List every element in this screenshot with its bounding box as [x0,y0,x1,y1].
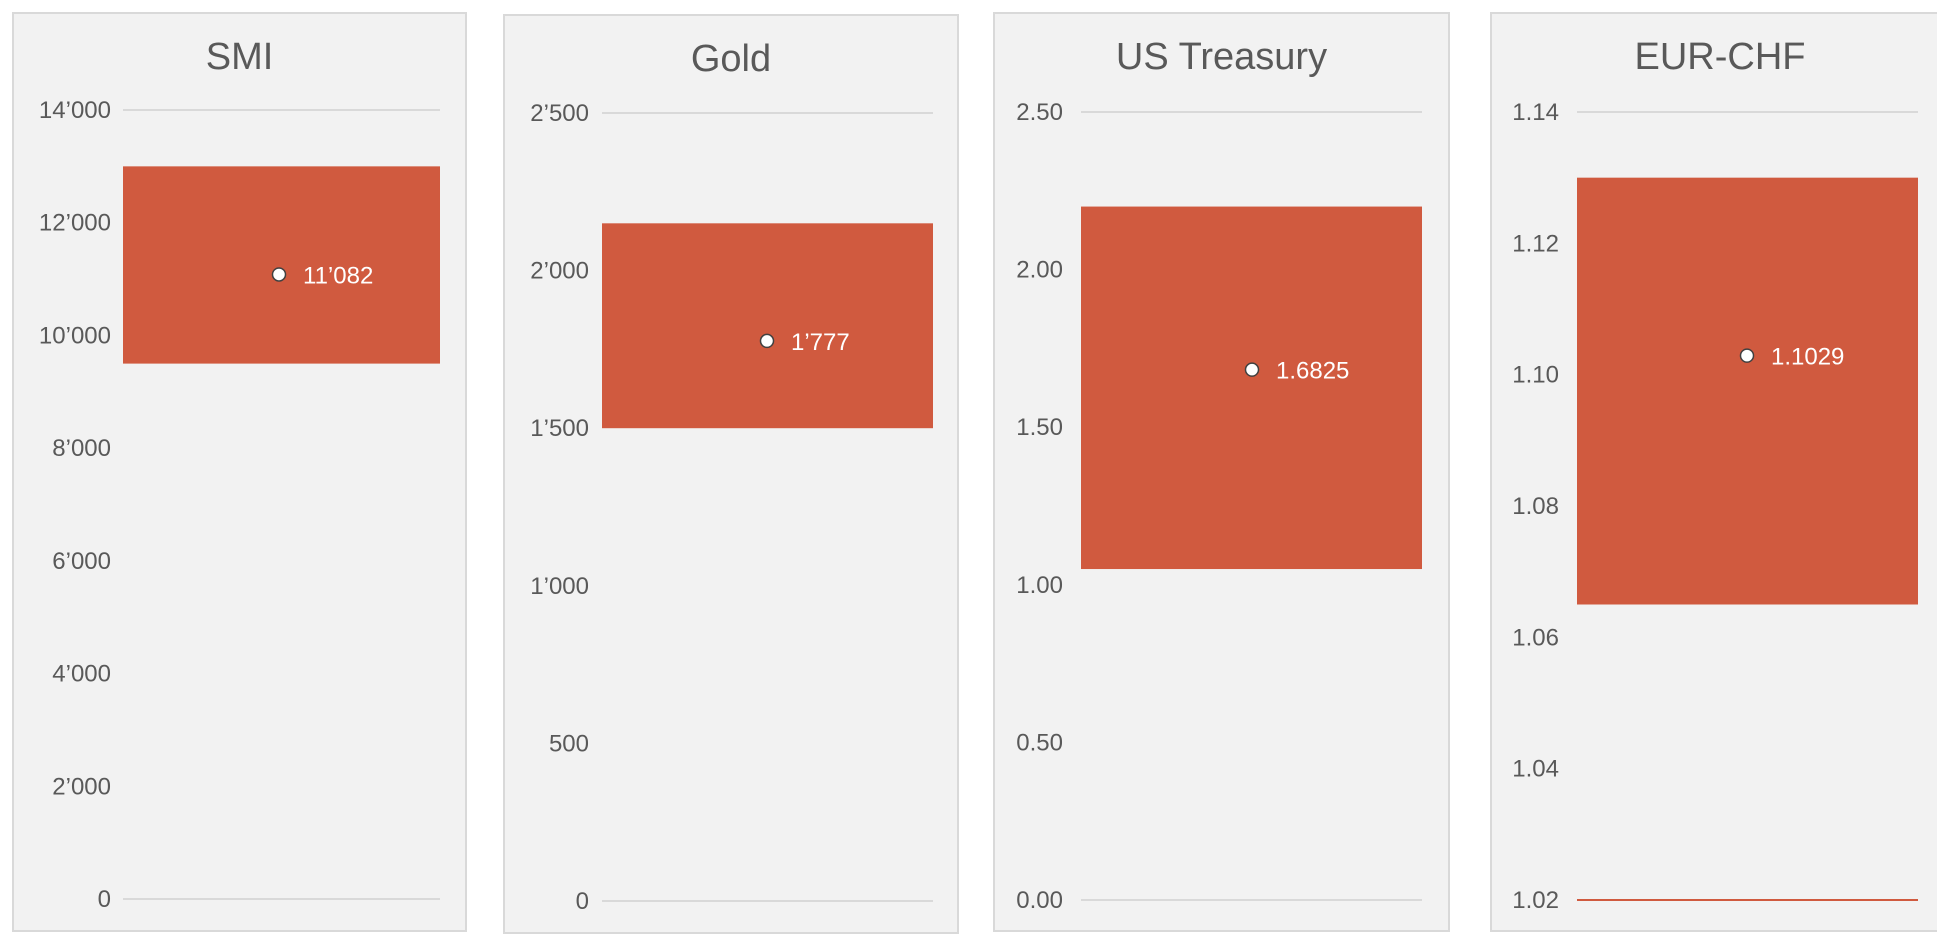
y-tick-label: 0 [576,888,589,915]
y-tick-label: 2’000 [530,258,589,285]
range-bar [123,166,440,364]
y-tick-label: 1.12 [1512,230,1559,257]
value-label: 11’082 [303,262,373,289]
y-tick-label: 2’500 [530,100,589,127]
value-label: 1’777 [791,329,850,356]
y-tick-label: 1’500 [530,415,589,442]
y-tick-label: 0 [98,886,111,913]
y-tick-label: 1.10 [1512,362,1559,389]
y-tick-label: 1.50 [1016,414,1063,441]
y-tick-label: 1.06 [1512,624,1559,651]
y-tick-label: 14’000 [39,97,111,124]
value-label: 1.6825 [1276,358,1349,385]
y-tick-label: 2.50 [1016,99,1063,126]
chart-plot-smi: 0 2’000 4’000 6’000 8’000 10’000 12’000 14’000 1… [39,97,440,913]
chart-panel-eur-chf: EUR-CHF 1.02 1.04 1.06 1.08 1.10 1.12 1.14 1.10… [1490,12,1937,932]
range-bar [1577,177,1918,605]
y-tick-label: 1.02 [1512,887,1559,914]
y-tick-label: 0.00 [1016,887,1063,914]
range-bar [602,223,933,429]
chart-title: Gold [690,38,772,80]
y-tick-label: 1’000 [530,573,589,600]
value-label: 1.1029 [1771,344,1844,371]
chart-panel-gold: Gold 0 500 1’000 1’500 2’000 2’500 1’777 [503,14,959,934]
chart-plot-eur-chf: 1.02 1.04 1.06 1.08 1.10 1.12 1.14 1.1029 [1512,99,1918,914]
y-tick-label: 8’000 [52,435,111,462]
value-marker [271,267,287,282]
y-tick-label: 4’000 [52,661,111,688]
value-marker [1244,362,1260,377]
chart-title: US Treasury [1115,36,1328,78]
y-tick-label: 2’000 [52,773,111,800]
range-bar [1081,206,1422,570]
y-tick-label: 1.04 [1512,756,1559,783]
value-marker [759,333,775,349]
y-tick-label: 1.00 [1016,572,1063,599]
y-tick-label: 12’000 [39,210,111,237]
chart-title: SMI [205,36,274,78]
y-tick-label: 6’000 [52,548,111,575]
chart-panel-smi: SMI 0 2’000 4’000 6’000 8’000 10’000 12’000 14’… [12,12,467,932]
chart-plot-gold: 0 500 1’000 1’500 2’000 2’500 1’777 [530,100,933,915]
y-tick-label: 10’000 [39,322,111,349]
chart-panel-us-treasury: US Treasury 0.00 0.50 1.00 1.50 2.00 2.50 1.68… [993,12,1450,932]
y-tick-label: 500 [549,730,589,757]
value-marker [1739,348,1755,363]
y-tick-label: 2.00 [1016,257,1063,284]
chart-title: EUR-CHF [1634,36,1806,78]
y-tick-label: 1.08 [1512,493,1559,520]
chart-plot-us-treasury: 0.00 0.50 1.00 1.50 2.00 2.50 1.6825 [1016,99,1422,914]
y-tick-label: 1.14 [1512,99,1559,126]
y-tick-label: 0.50 [1016,729,1063,756]
